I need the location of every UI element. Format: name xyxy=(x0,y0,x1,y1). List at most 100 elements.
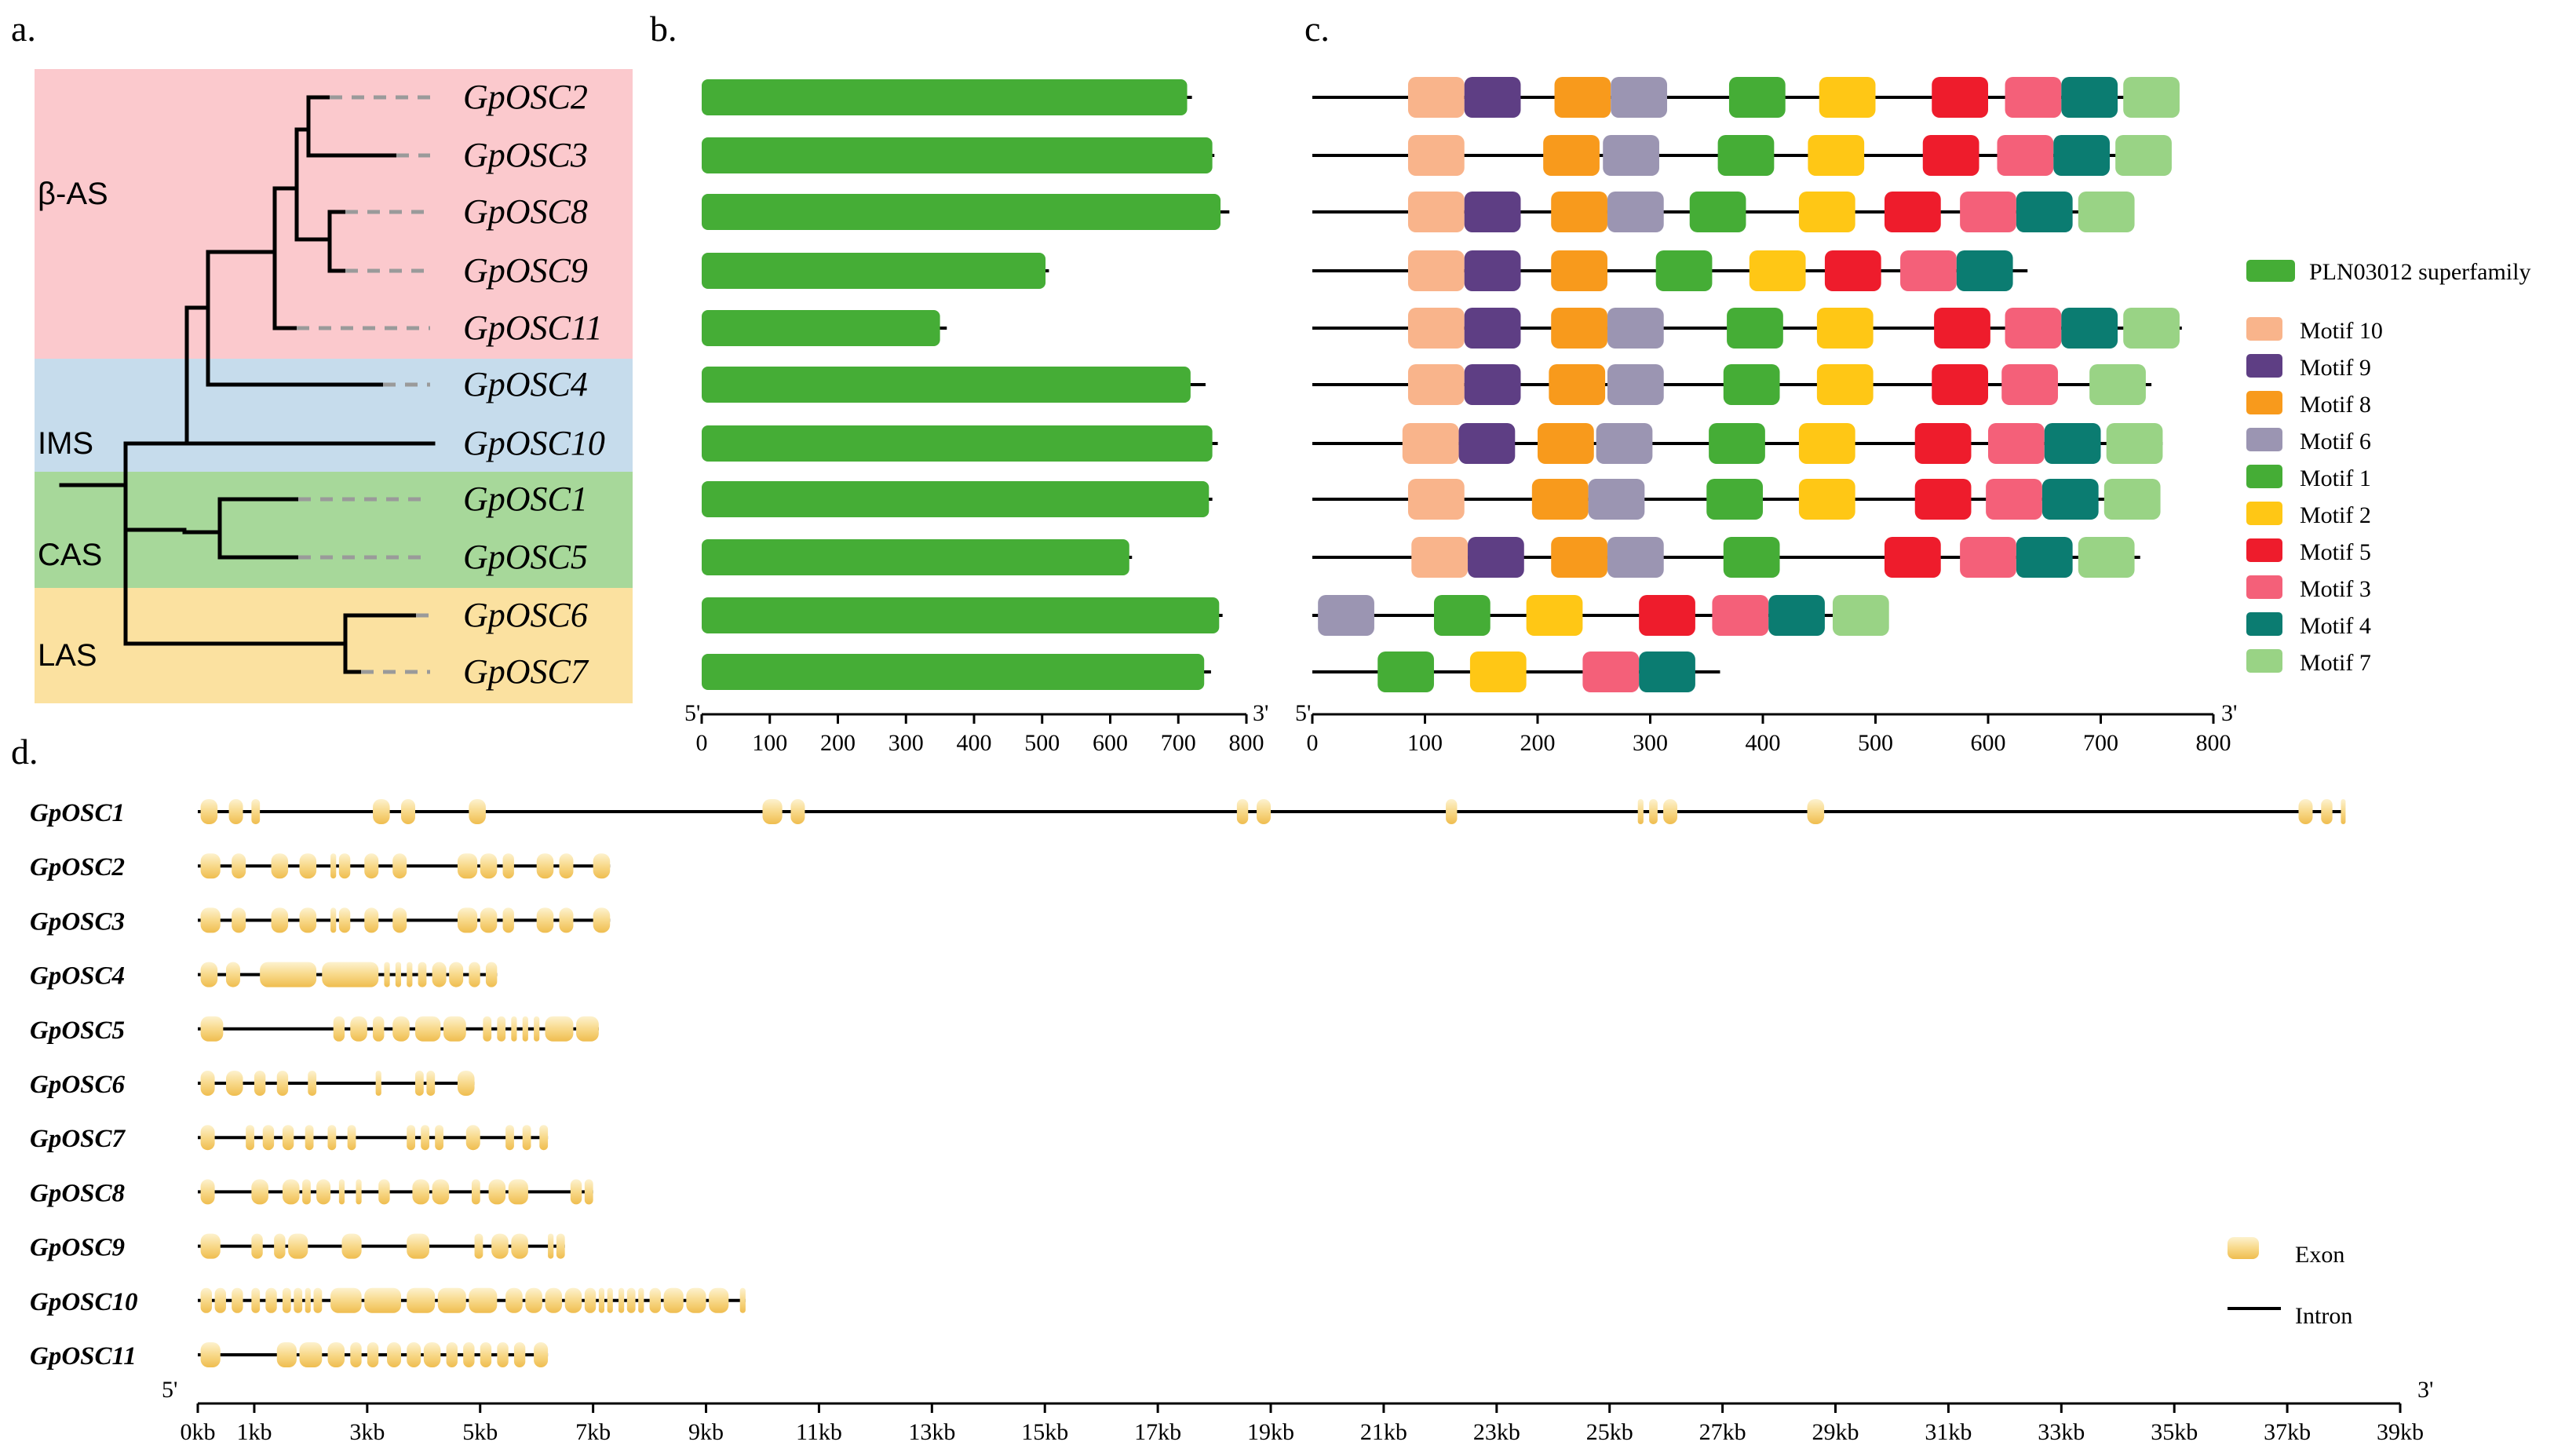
exon xyxy=(387,1342,402,1367)
axis-tick-label: 7kb xyxy=(575,1419,611,1445)
exon xyxy=(457,1071,475,1096)
exon xyxy=(502,907,514,933)
exon xyxy=(1807,799,1825,824)
exon xyxy=(457,853,478,879)
axis-tick-label: 300 xyxy=(888,730,924,756)
motif-2-box xyxy=(1819,77,1876,118)
motif-1-box xyxy=(1728,77,1786,118)
axis-tick-label: 21kb xyxy=(1360,1419,1407,1445)
legend-exon-label: Exon xyxy=(2295,1242,2344,1268)
pln03012-domain xyxy=(702,481,1210,517)
exon xyxy=(350,1342,362,1367)
exon xyxy=(407,1342,421,1367)
exon xyxy=(564,1287,582,1313)
exon xyxy=(271,853,289,879)
exon xyxy=(536,853,554,879)
legend-label-motif-6: Motif 6 xyxy=(2300,429,2371,454)
exon xyxy=(505,1125,514,1151)
motif-1-box xyxy=(1377,652,1434,692)
exon xyxy=(469,1287,498,1313)
exon xyxy=(392,853,407,879)
axis-start-label: 5' xyxy=(684,700,700,726)
tree-leaf-gposc2: GpOSC2 xyxy=(463,78,588,116)
motif-6-box xyxy=(1611,77,1668,118)
gene-structure-gposc8: GpOSC8 xyxy=(30,1179,593,1207)
domain-row-gposc2 xyxy=(702,79,1192,115)
exon xyxy=(446,1342,458,1367)
domain-row-gposc11 xyxy=(702,310,947,346)
exon xyxy=(426,1071,436,1096)
gene-label: GpOSC8 xyxy=(30,1179,125,1207)
exon xyxy=(437,1287,466,1313)
exon xyxy=(200,1179,215,1205)
exon xyxy=(299,907,317,933)
axis-start-label: 5' xyxy=(162,1377,177,1403)
motif-10-box xyxy=(1407,364,1465,405)
gene-label: GpOSC1 xyxy=(30,799,125,827)
domain-row-gposc10 xyxy=(702,425,1218,462)
motif-2-box xyxy=(1798,192,1855,232)
exon xyxy=(415,1071,424,1096)
exon xyxy=(246,1125,254,1151)
exon xyxy=(282,1287,291,1313)
motif-2-box xyxy=(1816,364,1874,405)
motif-row-gposc1 xyxy=(1312,479,2161,520)
tree-leaf-gposc7: GpOSC7 xyxy=(463,652,589,691)
exon xyxy=(378,1179,390,1205)
axis-tick-label: 0 xyxy=(1307,730,1319,756)
legend-label-motif-7: Motif 7 xyxy=(2300,650,2371,676)
exon xyxy=(274,1233,286,1259)
legend-intron-label: Intron xyxy=(2295,1303,2352,1329)
motif-10-box xyxy=(1407,77,1465,118)
exon xyxy=(407,1287,436,1313)
motif-3-box xyxy=(1900,250,1957,291)
motif-3-box xyxy=(1997,135,2054,176)
axis-tick-label: 200 xyxy=(1520,730,1556,756)
exon xyxy=(1649,799,1658,824)
exon xyxy=(262,1125,275,1151)
gene-structure-gposc1: GpOSC1 xyxy=(30,799,2346,827)
exon xyxy=(200,799,218,824)
exon xyxy=(593,853,611,879)
exon xyxy=(485,962,498,987)
exon xyxy=(407,1125,416,1151)
motif-row-gposc2 xyxy=(1312,77,2180,118)
axis-tick-label: 700 xyxy=(1161,730,1196,756)
motif-8-box xyxy=(1554,77,1611,118)
axis-tick-label: 100 xyxy=(752,730,787,756)
exon xyxy=(200,962,218,987)
gene-label: GpOSC3 xyxy=(30,907,125,936)
exon xyxy=(497,1016,506,1042)
exon xyxy=(350,1016,367,1042)
pln03012-domain xyxy=(702,79,1188,115)
motif-6-box xyxy=(1607,192,1664,232)
motif-7-box xyxy=(2089,364,2146,405)
motif-axis: 0 100 200 300 400 500 600 700 800 5' 3' xyxy=(1295,700,2237,756)
exon xyxy=(491,1233,509,1259)
exon xyxy=(790,799,805,824)
exon xyxy=(421,1125,429,1151)
gene-structure-gposc11: GpOSC11 xyxy=(30,1342,549,1371)
motif-9-box xyxy=(1464,250,1521,291)
motif-6-box xyxy=(1607,308,1664,349)
gene-label: GpOSC5 xyxy=(30,1016,125,1045)
motif-10-box xyxy=(1407,308,1465,349)
motif-7-box xyxy=(1832,595,1889,636)
exon xyxy=(548,1233,554,1259)
exon xyxy=(536,907,554,933)
tree-leader-lines xyxy=(297,95,430,674)
legend-label-motif-2: Motif 2 xyxy=(2300,502,2371,528)
motif-3-box xyxy=(1960,192,2016,232)
motif-8-box xyxy=(1551,250,1607,291)
motif-panel: 0 100 200 300 400 500 600 700 800 5' 3' xyxy=(1295,77,2237,756)
pln03012-domain xyxy=(702,194,1221,230)
panel-label-a: a. xyxy=(11,9,36,49)
gene-structure-gposc5: GpOSC5 xyxy=(30,1016,599,1045)
exon xyxy=(302,1179,311,1205)
motif-rows xyxy=(1312,77,2182,692)
axis-tick-label: 23kb xyxy=(1473,1419,1520,1445)
exon xyxy=(443,1016,466,1042)
exon xyxy=(502,853,514,879)
